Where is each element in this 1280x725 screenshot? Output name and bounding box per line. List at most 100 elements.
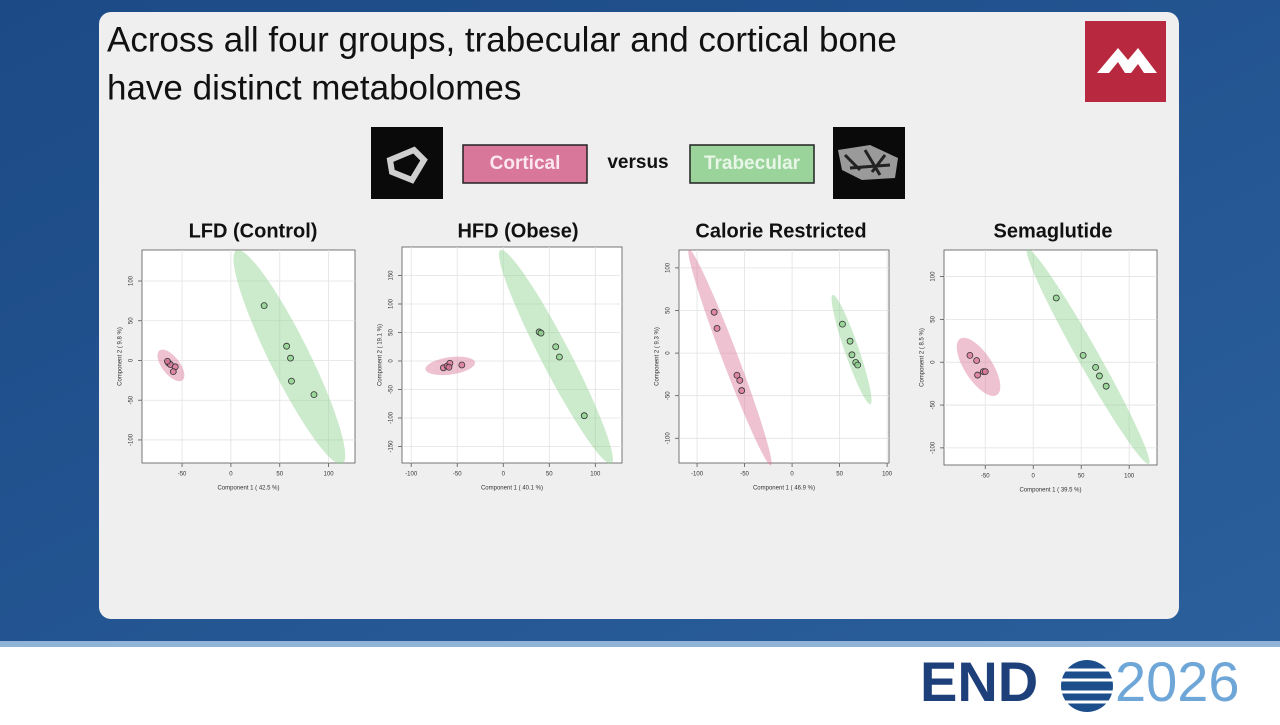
- confidence-ellipse: [1026, 249, 1150, 465]
- y-tick-label: 50: [129, 317, 135, 324]
- x-tick-label: -50: [453, 472, 462, 478]
- data-point: [839, 320, 846, 328]
- data-point: [552, 343, 560, 351]
- x-tick-label: 100: [1124, 474, 1135, 480]
- data-point: [846, 337, 854, 345]
- data-point: [1102, 382, 1110, 390]
- x-tick-label: -50: [178, 472, 187, 478]
- data-point: [733, 371, 741, 379]
- y-tick-label: 100: [129, 275, 135, 286]
- x-tick-label: 0: [502, 472, 506, 478]
- y-tick-label: -150: [389, 440, 395, 453]
- versus-label: versus: [607, 152, 668, 173]
- trabecular-image: [833, 127, 905, 199]
- plot-area: [141, 249, 356, 464]
- plot-area: [401, 246, 623, 464]
- chart-title: HFD (Obese): [457, 220, 578, 242]
- data-point: [164, 357, 171, 365]
- data-point: [287, 354, 294, 362]
- y-tick-label: 100: [666, 262, 672, 273]
- y-axis-label: Component 2 ( 9.3 %): [655, 327, 661, 386]
- x-tick-label: -50: [981, 474, 990, 480]
- slide-title: have distinct metabolomes: [107, 68, 521, 107]
- data-point: [973, 357, 981, 364]
- y-tick-label: 50: [931, 315, 937, 322]
- legend-label: Trabecular: [704, 153, 801, 174]
- y-tick-label: -100: [931, 441, 937, 454]
- chart-title: LFD (Control): [189, 220, 318, 242]
- y-tick-label: 0: [931, 360, 937, 364]
- chart-title: Calorie Restricted: [695, 220, 866, 242]
- y-tick-label: -100: [389, 411, 395, 424]
- data-point: [736, 376, 744, 384]
- logo: [1085, 21, 1166, 102]
- data-point: [310, 391, 318, 399]
- y-axis-label: Component 2 ( 19.1 %): [378, 324, 384, 386]
- y-tick-label: 100: [389, 298, 395, 309]
- y-tick-label: 0: [666, 351, 672, 355]
- plot-area: [943, 249, 1158, 466]
- y-tick-label: 150: [389, 270, 395, 281]
- x-tick-label: 100: [590, 472, 601, 478]
- data-point: [710, 308, 718, 316]
- data-point: [458, 361, 466, 369]
- data-point: [848, 351, 856, 359]
- slide-title: Across all four groups, trabecular and c…: [107, 20, 897, 59]
- y-tick-label: 50: [666, 306, 672, 313]
- data-point: [854, 361, 862, 369]
- y-tick-label: 50: [389, 328, 395, 335]
- data-point: [966, 351, 974, 359]
- x-tick-label: 100: [882, 472, 893, 478]
- y-tick-label: -100: [666, 432, 672, 445]
- confidence-ellipse: [498, 249, 613, 464]
- data-point: [1092, 363, 1099, 371]
- x-axis-label: Component 1 ( 40.1 %): [481, 486, 543, 492]
- y-axis-label: Component 2 ( 8.5 %): [920, 328, 926, 387]
- divider: [0, 641, 1280, 647]
- x-axis-label: Component 1 ( 46.9 %): [753, 486, 815, 492]
- data-point: [1096, 372, 1103, 380]
- data-point: [1079, 351, 1087, 359]
- x-tick-label: -50: [740, 472, 749, 478]
- x-tick-label: 100: [324, 472, 335, 478]
- y-tick-label: 0: [389, 359, 395, 363]
- chart-title: Semaglutide: [994, 220, 1113, 242]
- data-point: [260, 302, 268, 310]
- data-point: [288, 377, 295, 385]
- data-point: [580, 412, 588, 420]
- confidence-ellipse: [956, 337, 1001, 396]
- data-point: [1052, 294, 1060, 302]
- footer-logo: 2026: [1115, 650, 1240, 713]
- x-axis-label: Component 1 ( 42.5 %): [217, 486, 279, 492]
- footer-globe: [1061, 660, 1113, 712]
- y-tick-label: 100: [931, 271, 937, 282]
- data-point: [974, 371, 981, 379]
- data-point: [738, 387, 746, 394]
- data-point: [537, 329, 545, 337]
- data-point: [283, 342, 291, 350]
- data-point: [981, 368, 989, 376]
- x-tick-label: 50: [276, 472, 283, 478]
- footer-logo: END: [920, 650, 1038, 713]
- y-tick-label: 0: [129, 358, 135, 362]
- y-axis-label: Component 2 ( 9.8 %): [118, 327, 124, 386]
- legend-label: Cortical: [490, 153, 561, 174]
- y-tick-label: -50: [931, 400, 937, 409]
- y-tick-label: -100: [129, 433, 135, 446]
- data-point: [169, 368, 177, 376]
- x-tick-label: 50: [546, 472, 553, 478]
- x-tick-label: 0: [1032, 474, 1036, 480]
- panel: [99, 12, 1179, 619]
- x-tick-label: 50: [1078, 474, 1085, 480]
- x-tick-label: 0: [229, 472, 233, 478]
- y-tick-label: -50: [389, 384, 395, 393]
- data-point: [713, 324, 721, 332]
- y-tick-label: -50: [129, 395, 135, 404]
- x-tick-label: -100: [405, 472, 418, 478]
- x-tick-label: 50: [836, 472, 843, 478]
- legend-swatch: [689, 144, 815, 184]
- x-tick-label: -100: [691, 472, 704, 478]
- legend-swatch: [462, 144, 588, 184]
